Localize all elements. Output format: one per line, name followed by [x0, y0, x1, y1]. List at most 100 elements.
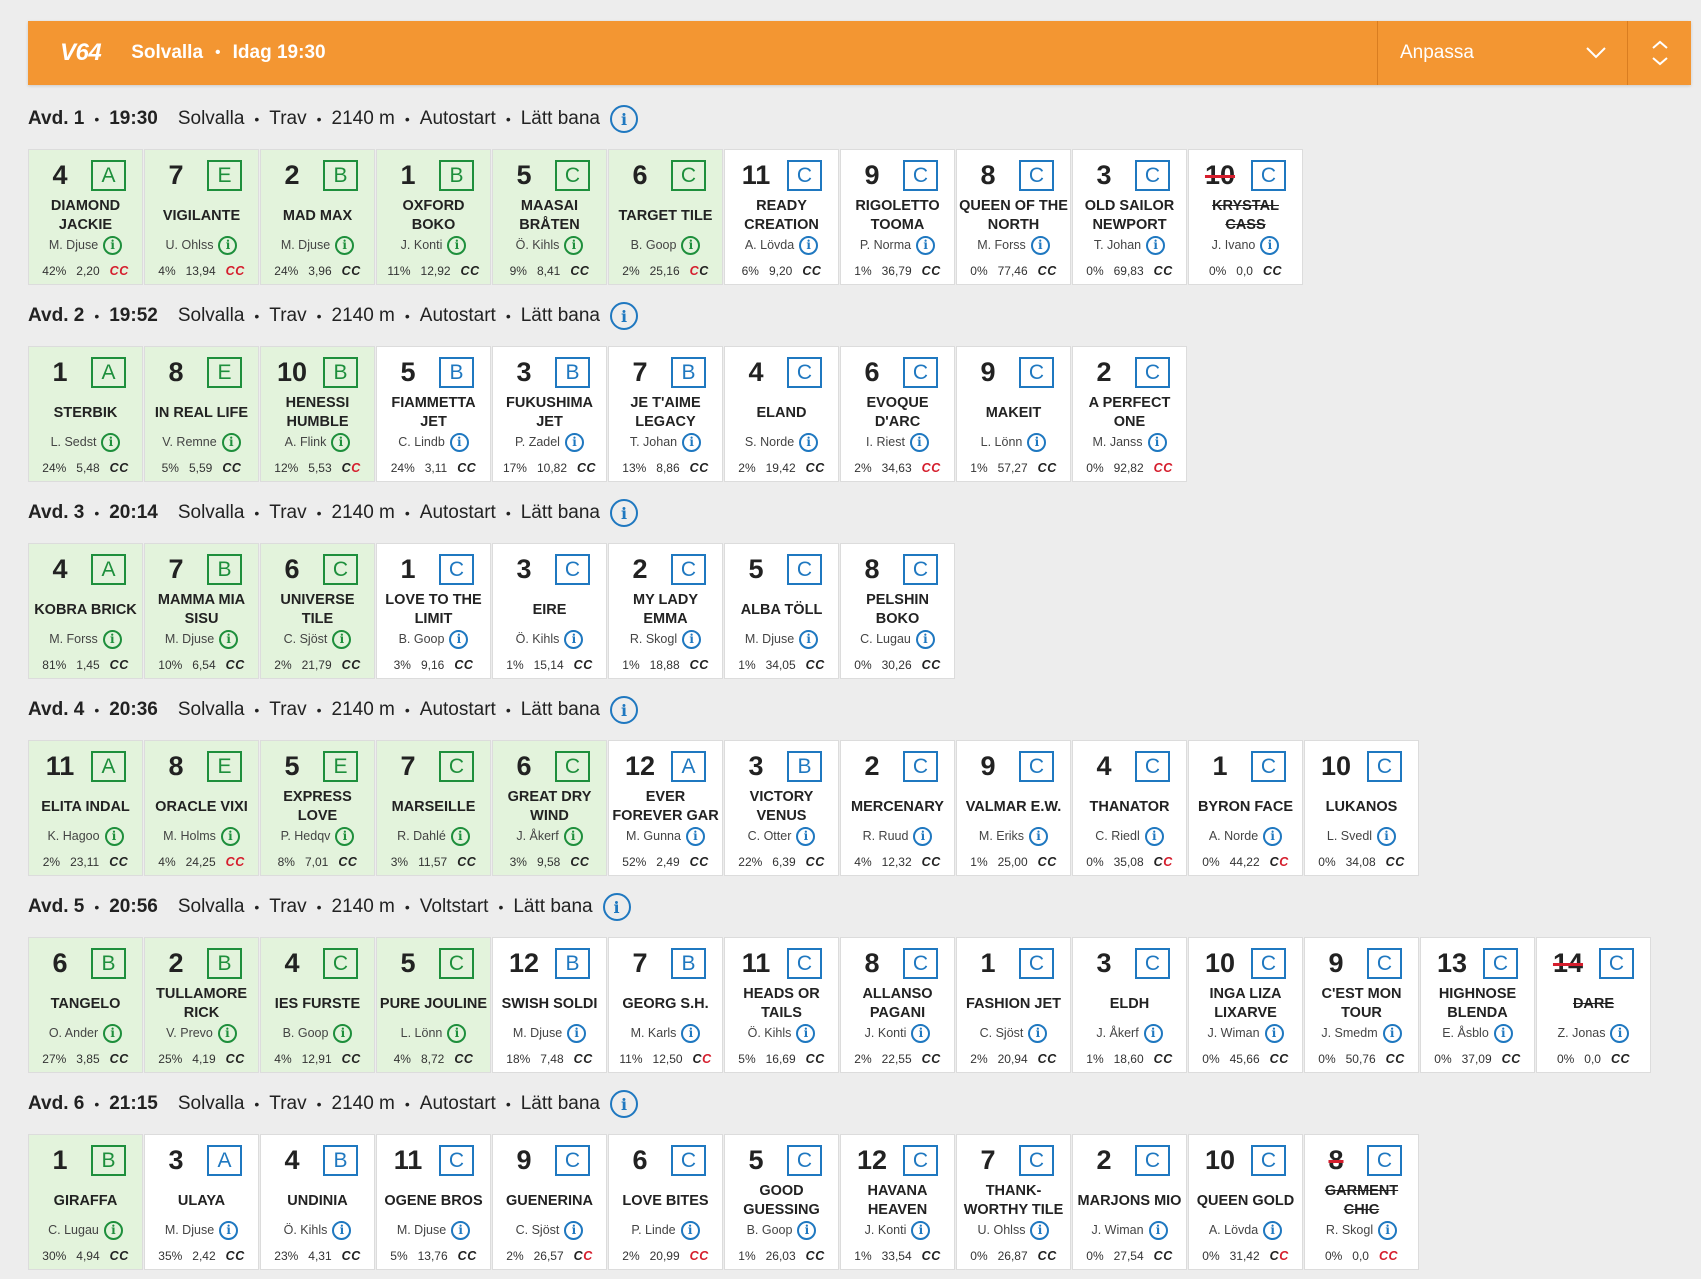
- race-info-icon[interactable]: i: [609, 302, 638, 330]
- horse-card[interactable]: 9 C GUENERINA C. Sjöst i 2% 26,57 CC: [492, 1134, 607, 1270]
- horse-card[interactable]: 7 C MARSEILLE R. Dahlé i 3% 11,57 CC: [376, 740, 491, 876]
- horse-card[interactable]: 4 C IES FURSTE B. Goop i 4% 12,91 CC: [260, 937, 375, 1073]
- horse-card[interactable]: 8 C PELSHIN BOKO C. Lugau i 0% 30,26 CC: [840, 543, 955, 679]
- horse-card[interactable]: 10 C QUEEN GOLD A. Lövda i 0% 31,42 CC: [1188, 1134, 1303, 1270]
- horse-info-icon[interactable]: i: [447, 1023, 467, 1043]
- horse-info-icon[interactable]: i: [1378, 1220, 1398, 1240]
- horse-card[interactable]: 2 C MY LADY EMMA R. Skogl i 1% 18,88 CC: [608, 543, 723, 679]
- horse-card[interactable]: 5 E EXPRESS LOVE P. Hedqv i 8% 7,01 CC: [260, 740, 375, 876]
- horse-info-icon[interactable]: i: [799, 629, 819, 649]
- horse-card[interactable]: 6 C TARGET TILE B. Goop i 2% 25,16 CC: [608, 149, 723, 285]
- horse-card[interactable]: 5 C MAASAI BRÅTEN Ö. Kihls i 9% 8,41 CC: [492, 149, 607, 285]
- horse-info-icon[interactable]: i: [103, 1023, 123, 1043]
- horse-card[interactable]: 11 C READY CREATION A. Lövda i 6% 9,20 CC: [724, 149, 839, 285]
- horse-card[interactable]: 9 C MAKEIT L. Lönn i 1% 57,27 CC: [956, 346, 1071, 482]
- horse-info-icon[interactable]: i: [219, 1220, 239, 1240]
- horse-info-icon[interactable]: i: [1260, 235, 1280, 255]
- horse-card[interactable]: 3 C OLD SAILOR NEWPORT T. Johan i 0% 69,83 CC: [1072, 149, 1187, 285]
- horse-card[interactable]: 1 C FASHION JET C. Sjöst i 2% 20,94 CC: [956, 937, 1071, 1073]
- horse-card[interactable]: 7 C THANK-WORTHY TILE U. Ohlss i 0% 26,87 CC: [956, 1134, 1071, 1270]
- horse-card[interactable]: 12 B SWISH SOLDI M. Djuse i 18% 7,48 CC: [492, 937, 607, 1073]
- horse-card[interactable]: 7 B GEORG S.H. M. Karls i 11% 12,50 CC: [608, 937, 723, 1073]
- horse-card[interactable]: 6 C GREAT DRY WIND J. Åkerf i 3% 9,58 CC: [492, 740, 607, 876]
- horse-info-icon[interactable]: i: [1030, 235, 1050, 255]
- horse-card[interactable]: 2 B TULLAMORE RICK V. Prevo i 25% 4,19 CC: [144, 937, 259, 1073]
- horse-card[interactable]: 4 B UNDINIA Ö. Kihls i 23% 4,31 CC: [260, 1134, 375, 1270]
- horse-info-icon[interactable]: i: [799, 432, 819, 452]
- horse-card[interactable]: 1 B OXFORD BOKO J. Konti i 11% 12,92 CC: [376, 149, 491, 285]
- horse-card[interactable]: 3 B FUKUSHIMA JET P. Zadel i 17% 10,82 CC: [492, 346, 607, 482]
- horse-info-icon[interactable]: i: [796, 1023, 816, 1043]
- horse-info-icon[interactable]: i: [799, 235, 819, 255]
- horse-card[interactable]: 8 E ORACLE VIXI M. Holms i 4% 24,25 CC: [144, 740, 259, 876]
- race-info-icon[interactable]: i: [609, 696, 638, 724]
- horse-info-icon[interactable]: i: [101, 432, 121, 452]
- horse-info-icon[interactable]: i: [564, 235, 584, 255]
- horse-card[interactable]: 6 B TANGELO O. Ander i 27% 3,85 CC: [28, 937, 143, 1073]
- horse-card[interactable]: 6 C EVOQUE D'ARC I. Riest i 2% 34,63 CC: [840, 346, 955, 482]
- horse-card[interactable]: 11 C OGENE BROS M. Djuse i 5% 13,76 CC: [376, 1134, 491, 1270]
- horse-card[interactable]: 10 B HENESSI HUMBLE A. Flink i 12% 5,53 CC: [260, 346, 375, 482]
- horse-info-icon[interactable]: i: [220, 826, 240, 846]
- horse-info-icon[interactable]: i: [796, 826, 816, 846]
- horse-card[interactable]: 3 C EIRE Ö. Kihls i 1% 15,14 CC: [492, 543, 607, 679]
- horse-card[interactable]: 8 C ALLANSO PAGANI J. Konti i 2% 22,55 CC: [840, 937, 955, 1073]
- horse-card[interactable]: 6 C UNIVERSE TILE C. Sjöst i 2% 21,79 CC: [260, 543, 375, 679]
- horse-card[interactable]: 10 C LUKANOS L. Svedl i 0% 34,08 CC: [1304, 740, 1419, 876]
- horse-card[interactable]: 7 E VIGILANTE U. Ohlss i 4% 13,94 CC: [144, 149, 259, 285]
- horse-card[interactable]: 7 B JE T'AIME LEGACY T. Johan i 13% 8,86 CC: [608, 346, 723, 482]
- race-info-icon[interactable]: i: [609, 105, 638, 133]
- horse-card[interactable]: 9 C VALMAR E.W. M. Eriks i 1% 25,00 CC: [956, 740, 1071, 876]
- horse-card[interactable]: 10 C INGA LIZA LIXARVE J. Wiman i 0% 45,66 CC: [1188, 937, 1303, 1073]
- horse-card[interactable]: 4 C THANATOR C. Riedl i 0% 35,08 CC: [1072, 740, 1187, 876]
- horse-card[interactable]: 9 C C'EST MON TOUR J. Smedm i 0% 50,76 CC: [1304, 937, 1419, 1073]
- race-info-icon[interactable]: i: [602, 893, 631, 921]
- horse-card[interactable]: 5 C GOOD GUESSING B. Goop i 1% 26,03 CC: [724, 1134, 839, 1270]
- horse-card[interactable]: 5 B FIAMMETTA JET C. Lindb i 24% 3,11 CC: [376, 346, 491, 482]
- horse-info-icon[interactable]: i: [1263, 1220, 1283, 1240]
- horse-card[interactable]: 8 C QUEEN OF THE NORTH M. Forss i 0% 77,46 CC: [956, 149, 1071, 285]
- horse-card[interactable]: 2 C MARJONS MIO J. Wiman i 0% 27,54 CC: [1072, 1134, 1187, 1270]
- horse-info-icon[interactable]: i: [1143, 1023, 1163, 1043]
- horse-info-icon[interactable]: i: [103, 1220, 123, 1240]
- horse-card[interactable]: 11 C HEADS OR TAILS Ö. Kihls i 5% 16,69 CC: [724, 937, 839, 1073]
- horse-card[interactable]: 2 C MERCENARY R. Ruud i 4% 12,32 CC: [840, 740, 955, 876]
- horse-card[interactable]: 4 A DIAMOND JACKIE M. Djuse i 42% 2,20 CC: [28, 149, 143, 285]
- horse-info-icon[interactable]: i: [1264, 1023, 1284, 1043]
- horse-card[interactable]: 10 C KRYSTAL CASS J. Ivano i 0% 0,0 CC: [1188, 149, 1303, 285]
- horse-info-icon[interactable]: i: [1029, 826, 1049, 846]
- horse-info-icon[interactable]: i: [450, 826, 470, 846]
- horse-info-icon[interactable]: i: [680, 1220, 700, 1240]
- horse-info-icon[interactable]: i: [563, 826, 583, 846]
- horse-card[interactable]: 3 B VICTORY VENUS C. Otter i 22% 6,39 CC: [724, 740, 839, 876]
- horse-info-icon[interactable]: i: [1610, 1023, 1630, 1043]
- horse-info-icon[interactable]: i: [1148, 1220, 1168, 1240]
- horse-info-icon[interactable]: i: [217, 1023, 237, 1043]
- race-info-icon[interactable]: i: [609, 1090, 638, 1118]
- horse-info-icon[interactable]: i: [332, 629, 352, 649]
- horse-info-icon[interactable]: i: [1377, 826, 1397, 846]
- horse-card[interactable]: 11 A ELITA INDAL K. Hagoo i 2% 23,11 CC: [28, 740, 143, 876]
- horse-info-icon[interactable]: i: [1030, 1220, 1050, 1240]
- horse-info-icon[interactable]: i: [682, 432, 702, 452]
- horse-info-icon[interactable]: i: [682, 629, 702, 649]
- horse-card[interactable]: 3 C ELDH J. Åkerf i 1% 18,60 CC: [1072, 937, 1187, 1073]
- horse-info-icon[interactable]: i: [913, 826, 933, 846]
- horse-info-icon[interactable]: i: [103, 235, 123, 255]
- horse-info-icon[interactable]: i: [104, 826, 124, 846]
- horse-card[interactable]: 1 C LOVE TO THE LIMIT B. Goop i 3% 9,16 CC: [376, 543, 491, 679]
- horse-info-icon[interactable]: i: [564, 432, 584, 452]
- horse-info-icon[interactable]: i: [1263, 826, 1283, 846]
- race-info-icon[interactable]: i: [609, 499, 638, 527]
- horse-info-icon[interactable]: i: [447, 235, 467, 255]
- horse-card[interactable]: 12 A EVER FOREVER GAR M. Gunna i 52% 2,49 CC: [608, 740, 723, 876]
- horse-info-icon[interactable]: i: [685, 826, 705, 846]
- horse-card[interactable]: 4 C ELAND S. Norde i 2% 19,42 CC: [724, 346, 839, 482]
- horse-info-icon[interactable]: i: [911, 1023, 931, 1043]
- horse-info-icon[interactable]: i: [564, 1220, 584, 1240]
- horse-info-icon[interactable]: i: [218, 235, 238, 255]
- horse-info-icon[interactable]: i: [911, 1220, 931, 1240]
- horse-info-icon[interactable]: i: [681, 235, 701, 255]
- horse-info-icon[interactable]: i: [221, 432, 241, 452]
